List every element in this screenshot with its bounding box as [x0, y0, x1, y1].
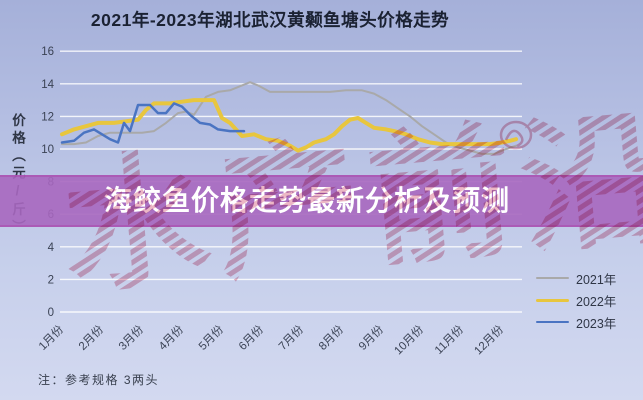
x-tick-label: 7月份	[276, 323, 306, 353]
x-tick-label: 12月份	[472, 323, 507, 358]
headline-banner: 海鲛鱼价格走势最新分析及预测	[0, 175, 643, 227]
legend-swatch	[536, 321, 569, 323]
legend-label: 2021年	[576, 272, 617, 287]
chart-legend: 2021年 2022年 2023年	[536, 267, 616, 333]
y-tick-label: 16	[41, 46, 54, 58]
series-line-2022年	[60, 98, 518, 153]
x-tick-label: 4月份	[156, 323, 186, 353]
series-line-2023年	[60, 102, 246, 144]
x-tick-label: 5月份	[196, 323, 226, 353]
legend-label: 2023年	[576, 316, 617, 331]
y-tick-label: 10	[41, 144, 54, 156]
y-tick-label: 12	[41, 111, 54, 123]
legend-item: 2021年	[536, 267, 616, 289]
legend-label: 2022年	[576, 294, 617, 309]
y-tick-label: 14	[41, 79, 54, 91]
x-tick-label: 9月份	[356, 323, 386, 353]
x-tick-label: 8月份	[316, 323, 346, 353]
legend-swatch	[536, 298, 569, 302]
y-tick-label: 4	[48, 242, 55, 254]
chart-title: 2021年-2023年湖北武汉黄颡鱼塘头价格走势	[90, 10, 450, 30]
y-tick-label: 0	[48, 307, 54, 319]
spec-footnote: 注：参考规格 3两头	[38, 373, 160, 387]
x-tick-label: 2月份	[76, 323, 106, 353]
x-tick-label: 6月份	[236, 323, 266, 353]
x-tick-label: 11月份	[432, 323, 466, 357]
x-tick-label: 3月份	[116, 323, 146, 353]
y-tick-label: 2	[48, 274, 54, 286]
x-tick-label: 10月份	[392, 323, 427, 358]
headline-text: 海鲛鱼价格走势最新分析及预测	[104, 185, 511, 216]
x-tick-labels: 1月份 2月份 3月份 4月份 5月份 6月份 7月份 8月份 9月份 10月份 11月份 12月份	[36, 323, 506, 358]
legend-item: 2022年	[536, 289, 616, 311]
legend-item: 2023年	[536, 311, 616, 333]
legend-swatch	[536, 277, 569, 279]
x-tick-label: 1月份	[36, 323, 66, 353]
